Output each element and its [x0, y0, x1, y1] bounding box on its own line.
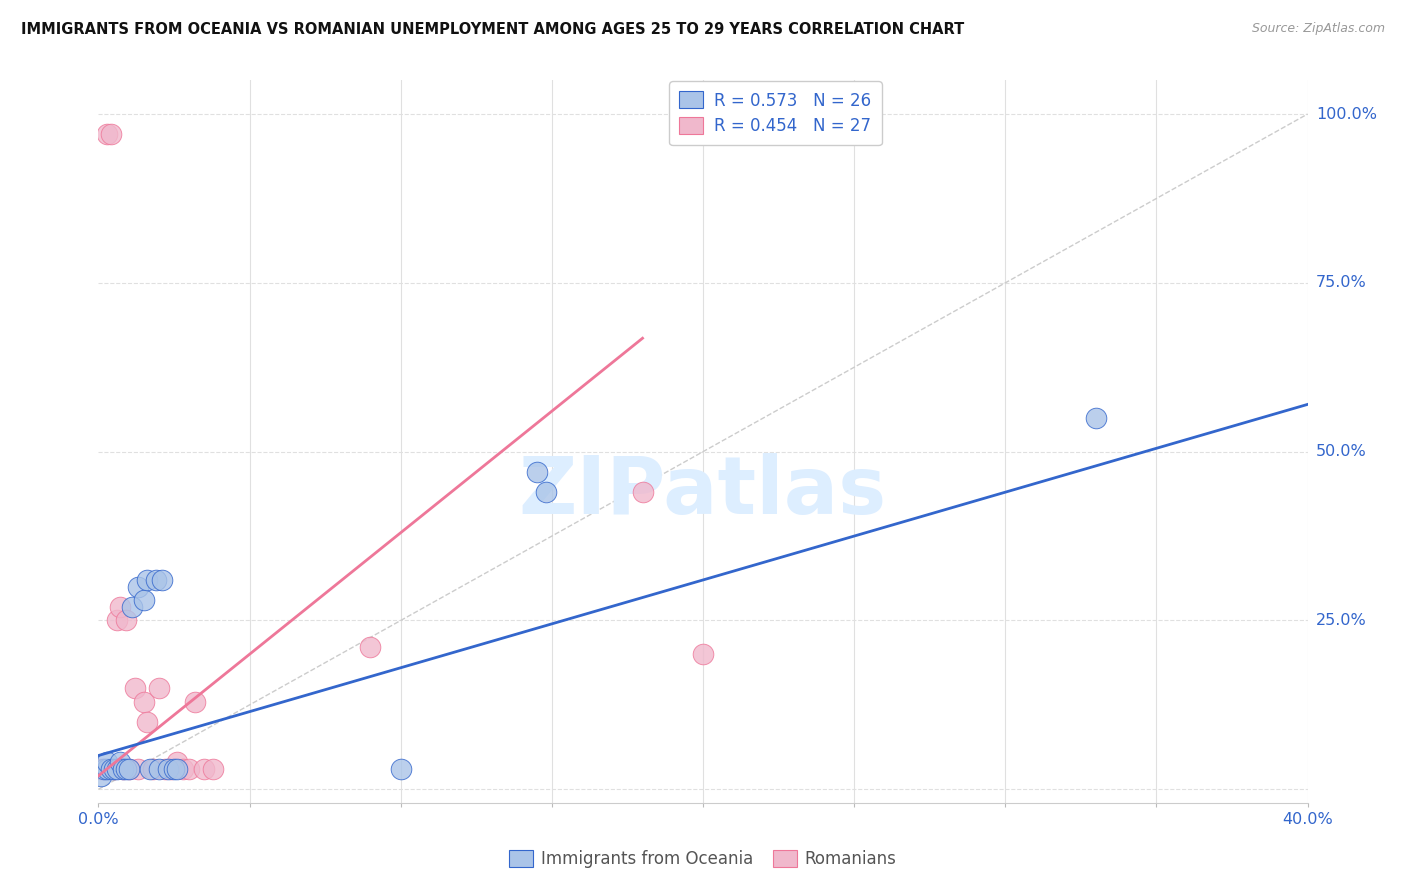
- Legend: R = 0.573   N = 26, R = 0.454   N = 27: R = 0.573 N = 26, R = 0.454 N = 27: [669, 81, 882, 145]
- Text: 50.0%: 50.0%: [1316, 444, 1367, 459]
- Point: [121, 599, 143, 614]
- Point: [90, 762, 112, 776]
- Text: 75.0%: 75.0%: [1316, 276, 1367, 291]
- Point: [692, 647, 714, 661]
- Point: [1085, 411, 1108, 425]
- Point: [132, 694, 155, 708]
- Legend: Immigrants from Oceania, Romanians: Immigrants from Oceania, Romanians: [502, 843, 904, 875]
- Point: [108, 756, 131, 770]
- Point: [132, 593, 155, 607]
- Point: [124, 681, 146, 695]
- Point: [148, 681, 170, 695]
- Point: [118, 762, 141, 776]
- Text: ZIPatlas: ZIPatlas: [519, 453, 887, 531]
- Point: [93, 762, 115, 776]
- Point: [184, 694, 207, 708]
- Point: [105, 614, 128, 628]
- Point: [118, 762, 141, 776]
- Point: [166, 762, 188, 776]
- Point: [153, 762, 176, 776]
- Point: [631, 485, 654, 500]
- Point: [96, 128, 118, 142]
- Point: [108, 599, 131, 614]
- Text: IMMIGRANTS FROM OCEANIA VS ROMANIAN UNEMPLOYMENT AMONG AGES 25 TO 29 YEARS CORRE: IMMIGRANTS FROM OCEANIA VS ROMANIAN UNEM…: [21, 22, 965, 37]
- Point: [193, 762, 215, 776]
- Point: [127, 580, 149, 594]
- Point: [93, 762, 115, 776]
- Point: [103, 762, 125, 776]
- Point: [105, 762, 128, 776]
- Point: [160, 762, 183, 776]
- Point: [111, 762, 134, 776]
- Point: [179, 762, 201, 776]
- Text: Source: ZipAtlas.com: Source: ZipAtlas.com: [1251, 22, 1385, 36]
- Point: [135, 573, 157, 587]
- Text: 100.0%: 100.0%: [1316, 106, 1376, 121]
- Point: [114, 614, 136, 628]
- Point: [127, 762, 149, 776]
- Point: [156, 762, 179, 776]
- Point: [389, 762, 412, 776]
- Point: [148, 762, 170, 776]
- Point: [114, 762, 136, 776]
- Point: [96, 762, 118, 776]
- Point: [142, 762, 165, 776]
- Point: [526, 465, 548, 479]
- Point: [172, 762, 194, 776]
- Point: [90, 769, 112, 783]
- Point: [135, 714, 157, 729]
- Point: [150, 573, 173, 587]
- Point: [163, 762, 186, 776]
- Point: [145, 573, 167, 587]
- Point: [166, 756, 188, 770]
- Text: 25.0%: 25.0%: [1316, 613, 1367, 628]
- Point: [100, 762, 122, 776]
- Point: [202, 762, 225, 776]
- Point: [103, 762, 125, 776]
- Point: [96, 756, 118, 770]
- Point: [111, 762, 134, 776]
- Point: [139, 762, 162, 776]
- Point: [534, 485, 557, 500]
- Point: [100, 128, 122, 142]
- Point: [360, 640, 382, 655]
